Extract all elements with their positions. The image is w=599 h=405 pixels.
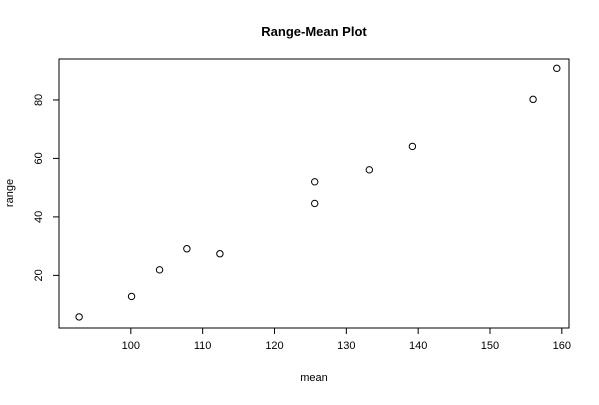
data-point (183, 245, 191, 253)
data-point (75, 313, 83, 321)
y-axis: 20 40 60 80 (33, 94, 59, 281)
x-tick-label: 140 (409, 340, 427, 352)
data-point (529, 95, 537, 104)
y-tick-label: 40 (33, 211, 45, 223)
data-points (75, 64, 561, 321)
y-axis-label: range (4, 179, 16, 207)
x-axis-label: mean (300, 372, 328, 384)
x-tick-label: 120 (265, 340, 283, 352)
y-tick-label: 60 (33, 152, 45, 164)
y-tick-label: 80 (33, 94, 45, 106)
data-point (408, 142, 417, 151)
data-point (365, 166, 374, 174)
x-tick-label: 130 (337, 340, 355, 352)
chart-title: Range-Mean Plot (261, 24, 367, 39)
data-point (553, 64, 561, 73)
data-point (216, 250, 224, 258)
plot-frame (58, 58, 570, 329)
x-axis: 100 110 120 130 140 150 160 (122, 328, 571, 352)
x-tick-label: 150 (481, 340, 499, 352)
data-point (311, 199, 319, 208)
x-tick-label: 110 (194, 340, 212, 352)
y-tick-label: 20 (33, 269, 45, 281)
data-point (127, 292, 136, 301)
data-point (155, 266, 164, 274)
x-tick-label: 100 (122, 340, 140, 352)
x-tick-label: 160 (553, 340, 571, 352)
data-point (311, 178, 319, 186)
